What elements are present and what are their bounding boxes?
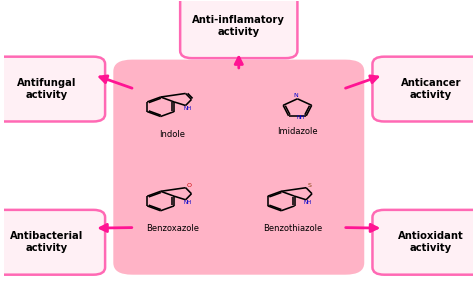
Text: Benzoxazole: Benzoxazole — [146, 224, 199, 233]
Text: NH: NH — [183, 106, 191, 111]
Text: Antibacterial
activity: Antibacterial activity — [10, 231, 83, 253]
FancyBboxPatch shape — [113, 59, 364, 275]
Text: O: O — [186, 184, 191, 189]
Text: S: S — [308, 183, 312, 188]
Text: N: N — [293, 93, 298, 98]
FancyBboxPatch shape — [373, 57, 474, 121]
Text: Anti-inflamatory
activity: Anti-inflamatory activity — [192, 15, 285, 37]
Text: Antioxidant
activity: Antioxidant activity — [398, 231, 464, 253]
Text: NH: NH — [183, 200, 191, 205]
Text: Anticancer
activity: Anticancer activity — [401, 78, 461, 100]
FancyBboxPatch shape — [0, 210, 105, 275]
Text: Imidazole: Imidazole — [277, 127, 318, 136]
FancyBboxPatch shape — [0, 57, 105, 121]
FancyBboxPatch shape — [180, 0, 297, 58]
FancyBboxPatch shape — [373, 210, 474, 275]
Text: Benzothiazole: Benzothiazole — [263, 224, 322, 233]
Text: Indole: Indole — [159, 130, 185, 139]
Text: NH: NH — [304, 200, 312, 205]
Text: Antifungal
activity: Antifungal activity — [17, 78, 76, 100]
Text: NH: NH — [296, 115, 304, 120]
